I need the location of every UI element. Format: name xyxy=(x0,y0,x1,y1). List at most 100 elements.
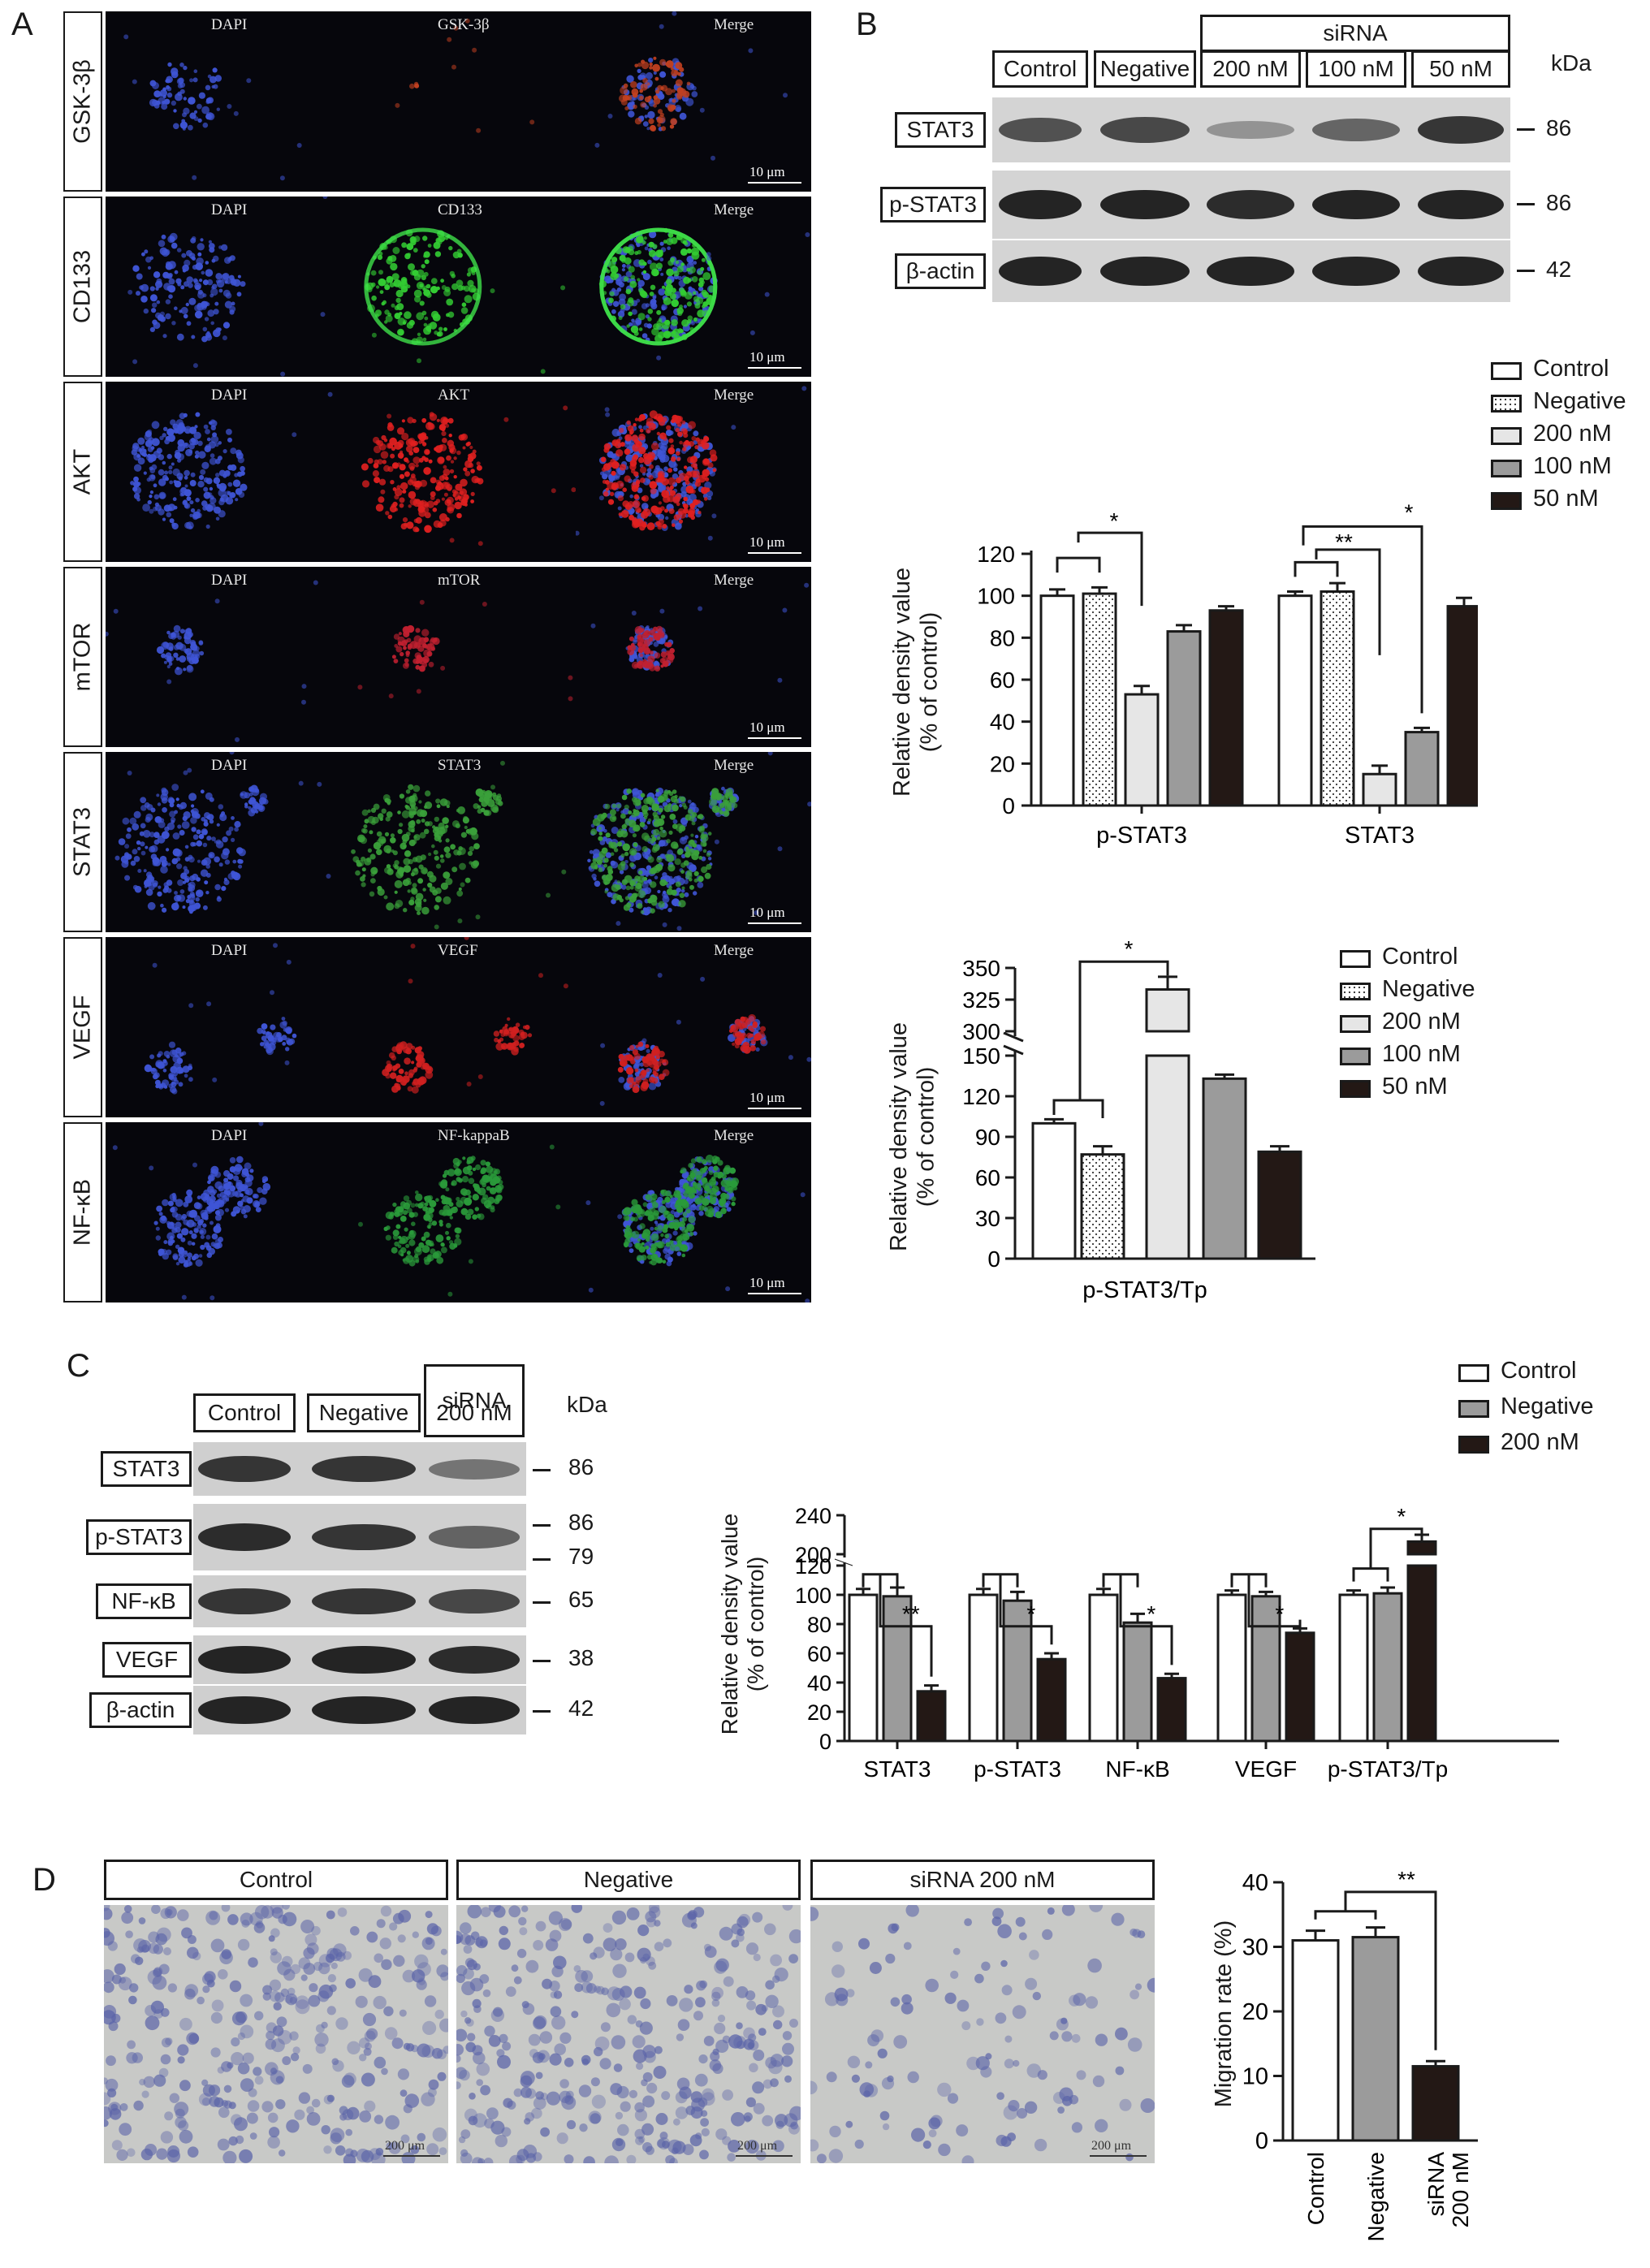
cell-dot xyxy=(497,1039,502,1043)
cell-dot xyxy=(457,806,465,814)
stray-cell xyxy=(387,413,392,419)
cell-dot xyxy=(693,430,699,437)
cell-dot xyxy=(141,452,146,456)
panel-letter-b: B xyxy=(856,6,878,42)
cell-dot xyxy=(418,433,427,442)
cell-dot xyxy=(188,1230,193,1235)
migration-image: 200 μm xyxy=(104,1905,448,2163)
cell-dot xyxy=(358,862,362,867)
cell-dot xyxy=(385,511,390,516)
y-axis-title: Relative density value(% of control) xyxy=(886,1022,939,1251)
cell-dot xyxy=(197,1195,201,1200)
stray-cell xyxy=(607,114,613,119)
stray-cell xyxy=(160,311,165,317)
cell-dot xyxy=(693,463,698,468)
cell-dot xyxy=(652,1066,659,1073)
stray-cell xyxy=(805,232,810,237)
cell-dot xyxy=(513,1046,519,1052)
cell-dot xyxy=(457,253,463,258)
cell-dot xyxy=(681,1172,689,1179)
cell-dot xyxy=(590,828,598,836)
cell-dot xyxy=(652,63,660,72)
cell-dot xyxy=(171,1082,177,1087)
blot-band xyxy=(429,1458,520,1480)
cell-dot xyxy=(137,869,142,873)
cell-dot xyxy=(209,1190,216,1197)
blot-band xyxy=(999,117,1082,143)
cell-dot xyxy=(422,655,430,663)
cell-dot xyxy=(195,412,201,417)
cell-dot xyxy=(236,1156,244,1164)
cell-dot xyxy=(145,813,153,821)
cell-dot xyxy=(153,858,162,866)
cell-dot xyxy=(637,68,641,73)
cell-dot xyxy=(760,1039,767,1045)
cell-dot xyxy=(403,630,410,637)
cell-dot xyxy=(166,428,175,436)
cell-dot xyxy=(448,245,453,251)
mw-label: 86 xyxy=(568,1510,594,1535)
cell-dot xyxy=(408,1212,415,1218)
stray-cell xyxy=(457,918,463,924)
cell-dot xyxy=(395,1063,401,1069)
cell-dot xyxy=(616,481,624,489)
cell-dot xyxy=(152,1068,157,1072)
migrated-cell xyxy=(347,2041,361,2054)
cell-dot xyxy=(403,845,407,849)
cell-dot xyxy=(648,1082,657,1091)
cell-dot xyxy=(681,1216,687,1222)
cell-dot xyxy=(661,321,670,330)
cell-dot xyxy=(389,282,395,287)
cell-dot xyxy=(646,82,650,86)
cell-dot xyxy=(143,308,149,314)
cell-dot xyxy=(156,646,165,654)
cell-dot xyxy=(243,1214,248,1219)
cell-dot xyxy=(669,1240,674,1245)
cell-dot xyxy=(162,888,168,893)
cell-dot xyxy=(372,816,379,824)
cell-dot xyxy=(381,434,387,441)
cell-dot xyxy=(157,802,162,806)
cell-dot xyxy=(358,836,365,843)
cell-dot xyxy=(464,460,473,469)
cell-dot xyxy=(122,817,130,825)
cell-dot xyxy=(655,89,660,94)
cell-dot xyxy=(635,483,640,488)
stray-cell xyxy=(371,332,377,338)
cell-dot xyxy=(612,893,620,901)
cell-dot xyxy=(643,632,647,636)
cell-dot xyxy=(647,309,654,314)
cell-dot xyxy=(209,247,215,253)
cell-dot xyxy=(418,864,424,870)
cell-dot xyxy=(677,849,684,855)
blot-band xyxy=(312,1588,416,1615)
cell-dot xyxy=(403,858,411,866)
cell-dot xyxy=(373,463,379,469)
cell-dot xyxy=(124,875,131,881)
cell-dot xyxy=(132,445,138,451)
cell-dot xyxy=(727,1177,732,1182)
stray-cell xyxy=(227,104,232,109)
cell-dot xyxy=(182,905,186,909)
cell-dot xyxy=(240,791,248,799)
cell-dot xyxy=(162,862,167,867)
stray-cell xyxy=(229,752,235,755)
stray-cell xyxy=(468,1259,473,1264)
cell-dot xyxy=(445,1230,449,1235)
cell-dot xyxy=(396,485,401,490)
cell-dot xyxy=(458,887,462,891)
cell-dot xyxy=(646,428,651,434)
cell-dot xyxy=(623,276,629,282)
cell-dot xyxy=(166,86,172,92)
cell-dot xyxy=(699,825,705,832)
cell-dot xyxy=(624,448,631,456)
cell-dot xyxy=(639,1071,646,1079)
cell-dot xyxy=(183,313,188,319)
cell-dot xyxy=(622,807,630,815)
cell-dot xyxy=(207,309,215,318)
cell-dot xyxy=(435,1234,444,1242)
panel-letter-d: D xyxy=(32,1862,56,1898)
cell-dot xyxy=(185,628,192,634)
legend-swatch xyxy=(1340,1048,1371,1065)
